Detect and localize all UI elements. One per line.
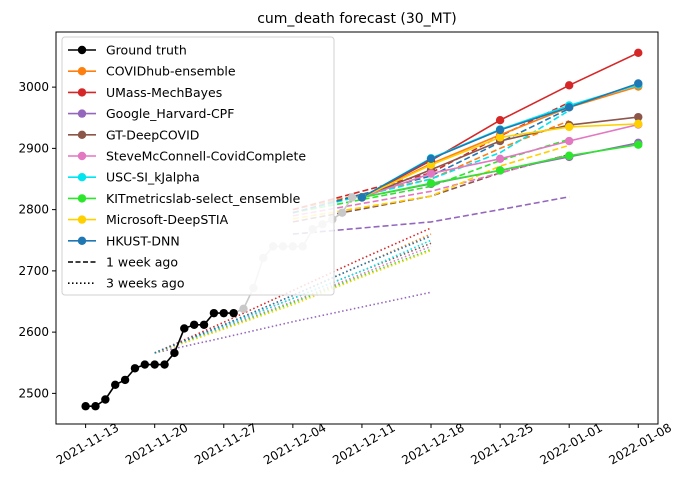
forecast-point-1-4 <box>634 48 643 58</box>
forecast-1wk-line-8 <box>292 107 570 214</box>
chart-title: cum_death forecast (30_MT) <box>257 11 457 27</box>
y-tick-label-2: 2700 <box>18 264 49 278</box>
legend-label-7: KITmetricslab-select_ensemble <box>106 191 301 206</box>
forecast-point-6-2 <box>495 166 505 175</box>
ground-truth-point-9 <box>170 348 179 358</box>
x-tick-label-8: 2022-01-08 <box>607 421 674 468</box>
x-tick-label-5: 2021-12-18 <box>399 421 466 468</box>
legend-label-4: GT-DeepCOVID <box>106 127 199 142</box>
forecast-point-8-1 <box>426 154 436 163</box>
legend-label-9: HKUST-DNN <box>106 233 180 248</box>
ground-truth-point-0 <box>81 402 90 411</box>
forecast-point-3-4 <box>634 112 643 122</box>
forecast-3wk-line-1 <box>154 227 432 354</box>
ground-truth-point-5 <box>130 364 140 373</box>
legend-label-0: Ground truth <box>106 43 187 58</box>
legend-label-3: Google_Harvard-CPF <box>106 106 234 121</box>
legend-label-6: USC-SI_kJalpha <box>106 170 200 185</box>
x-tick-label-6: 2021-12-25 <box>468 421 535 468</box>
y-tick-label-1: 2600 <box>18 325 49 339</box>
forecast-point-1-3 <box>564 81 574 90</box>
legend-marker-4 <box>77 130 87 139</box>
ground-truth-point-4 <box>120 375 130 385</box>
legend-marker-8 <box>77 215 87 224</box>
x-tick-label-4: 2021-12-11 <box>330 421 397 468</box>
forecast-point-7-3 <box>564 122 574 132</box>
x-tick-label-3: 2021-12-04 <box>261 421 328 468</box>
legend-marker-0 <box>77 45 87 55</box>
legend-marker-6 <box>77 173 87 182</box>
y-axis: 2500 2600 2700 2800 2900 3000 <box>18 80 56 400</box>
ground-truth-point-14 <box>219 308 228 318</box>
forecast-1wk-line-2 <box>292 196 570 235</box>
ground-truth-point-26 <box>337 208 347 217</box>
forecast-point-7-2 <box>495 133 505 142</box>
forecast-point-6-3 <box>564 151 574 160</box>
forecast-point-8-0 <box>357 193 367 202</box>
ground-truth-point-7 <box>150 360 159 369</box>
forecast-1wk-line-1 <box>292 101 570 211</box>
legend-label-1: COVIDhub-ensemble <box>106 64 236 79</box>
legend-label-11: 3 weeks ago <box>106 276 185 291</box>
forecast-1wk-line-0 <box>292 120 570 211</box>
legend-label-8: Microsoft-DeepSTIA <box>106 212 229 227</box>
y-tick-label-5: 3000 <box>18 80 49 94</box>
forecast-point-8-2 <box>495 125 505 135</box>
ground-truth-point-15 <box>229 308 238 318</box>
y-tick-label-4: 2900 <box>18 141 49 155</box>
y-tick-label-0: 2500 <box>18 386 49 400</box>
ground-truth-point-11 <box>189 320 199 329</box>
x-tick-label-0: 2021-11-13 <box>54 421 121 468</box>
forecast-point-4-2 <box>495 154 505 163</box>
forecast-point-1-2 <box>495 116 505 125</box>
forecast-point-6-1 <box>426 179 436 188</box>
forecast-3wk-line-7 <box>154 249 432 354</box>
ground-truth-line <box>85 312 234 407</box>
ground-truth-point-3 <box>111 380 120 389</box>
x-tick-label-7: 2022-01-01 <box>537 421 604 468</box>
legend-marker-1 <box>77 67 87 76</box>
ground-truth-point-12 <box>199 320 209 329</box>
legend: Ground truth COVIDhub-ensemble UMass-MechB… <box>61 36 335 296</box>
legend-label-5: SteveMcConnell-CovidComplete <box>106 149 306 164</box>
x-tick-label-2: 2021-11-27 <box>192 421 259 468</box>
forecast-point-4-1 <box>426 169 436 178</box>
ground-truth-point-10 <box>180 324 189 333</box>
ground-truth-point-13 <box>209 308 219 318</box>
x-axis: 2021-11-13 2021-11-20 2021-11-27 2021-12-04… <box>54 421 674 468</box>
legend-marker-2 <box>77 88 87 97</box>
forecast-point-8-4 <box>634 79 643 88</box>
plot-frame <box>55 31 659 425</box>
ground-truth-point-16 <box>239 304 248 314</box>
x-tick-label-1: 2021-11-20 <box>123 421 190 468</box>
legend-marker-7 <box>77 194 87 203</box>
legend-marker-9 <box>77 236 87 245</box>
ground-truth-point-2 <box>101 395 110 404</box>
legend-marker-5 <box>77 151 87 161</box>
forecast-point-6-4 <box>634 140 643 149</box>
ground-truth-point-8 <box>160 360 169 369</box>
ground-truth-point-1 <box>91 402 100 411</box>
forecast-point-4-3 <box>564 136 574 146</box>
forecast-1wk-line-3 <box>292 153 570 223</box>
legend-box <box>61 36 335 296</box>
legend-label-10: 1 week ago <box>106 255 178 270</box>
ground-truth-point-27 <box>347 193 357 202</box>
y-tick-label-3: 2800 <box>18 203 49 217</box>
forecast-point-7-1 <box>426 160 436 170</box>
ground-truth-point-6 <box>140 360 150 369</box>
forecast-point-7-4 <box>634 119 643 129</box>
legend-label-2: UMass-MechBayes <box>106 85 222 100</box>
forecast-point-8-3 <box>564 103 574 112</box>
legend-marker-3 <box>77 109 87 118</box>
